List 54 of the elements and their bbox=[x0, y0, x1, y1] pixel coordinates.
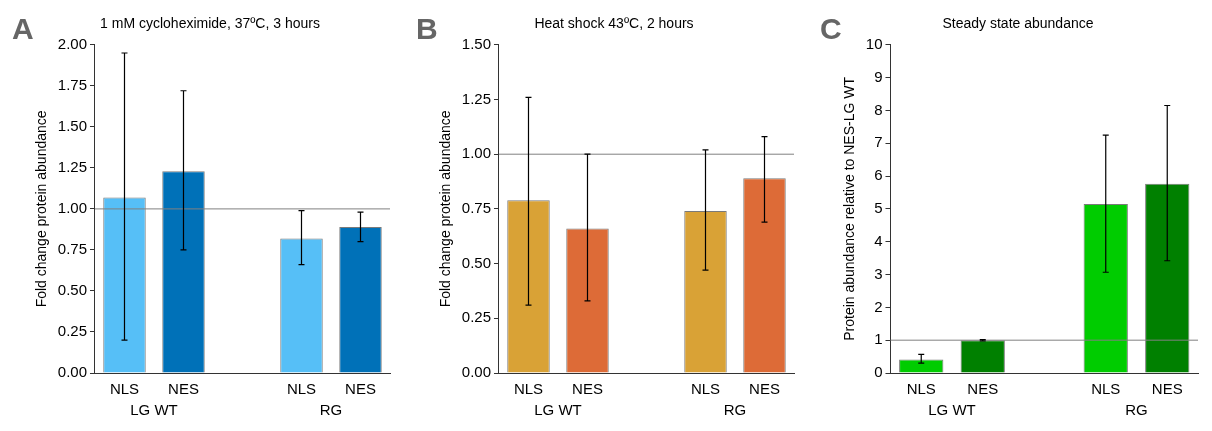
x-tick-label: NES bbox=[1151, 380, 1183, 398]
y-tick-label: 9 bbox=[874, 67, 883, 85]
text: LG WT bbox=[928, 400, 976, 418]
x-tick-label: NES bbox=[749, 380, 780, 398]
y-tick-label: 1.50 bbox=[57, 116, 87, 134]
y-tick-label: 1.25 bbox=[461, 89, 491, 107]
x-tick-label: NLS bbox=[109, 380, 140, 398]
y-tick-label: 1.00 bbox=[57, 199, 87, 217]
y-tick-label: 0.25 bbox=[57, 322, 87, 340]
y-axis-title: Fold change protein abundance bbox=[33, 110, 50, 308]
y-tick-label: 4 bbox=[874, 231, 883, 249]
text: RG bbox=[723, 400, 747, 418]
y-tick-label: 1.75 bbox=[57, 75, 87, 93]
text: RG bbox=[1125, 400, 1148, 418]
y-tick-label: 1.00 bbox=[461, 144, 491, 162]
x-tick-label: NES bbox=[168, 380, 199, 398]
x-tick-label: NLS bbox=[1091, 380, 1121, 398]
y-axis-title: Protein abundance relative to NES-LG WT bbox=[841, 76, 858, 341]
y-tick-label: 10 bbox=[865, 34, 883, 52]
y-axis-title: Fold change protein abundance bbox=[437, 110, 454, 308]
chart-title: 1 mM cycloheximide, 37ºC, 3 hours bbox=[100, 15, 320, 32]
text: LG WT bbox=[130, 400, 178, 418]
y-tick-label: 0.50 bbox=[57, 281, 87, 299]
y-tick-label: 0.00 bbox=[461, 363, 491, 381]
y-tick-label: 5 bbox=[874, 199, 883, 217]
x-tick-label: NES bbox=[345, 380, 376, 398]
y-tick-label: 0.75 bbox=[461, 199, 491, 217]
y-tick-label: 3 bbox=[874, 264, 883, 282]
text: C bbox=[820, 12, 842, 46]
y-tick-label: 0.50 bbox=[461, 253, 491, 271]
y-tick-label: 0.75 bbox=[57, 240, 87, 258]
x-tick-label: NES bbox=[967, 380, 999, 398]
text: RG bbox=[319, 400, 343, 418]
y-tick-label: 8 bbox=[874, 100, 883, 118]
x-tick-label: NLS bbox=[513, 380, 544, 398]
y-tick-label: 7 bbox=[874, 133, 883, 151]
x-tick-label: NES bbox=[572, 380, 603, 398]
y-tick-label: 1.25 bbox=[57, 158, 87, 176]
y-tick-label: 1.50 bbox=[461, 34, 491, 52]
x-tick-label: NLS bbox=[690, 380, 721, 398]
y-tick-label: 0.25 bbox=[461, 308, 491, 326]
chart-title: Heat shock 43ºC, 2 hours bbox=[534, 15, 694, 32]
text: LG WT bbox=[534, 400, 582, 418]
text: A bbox=[12, 12, 34, 46]
x-tick-label: NLS bbox=[906, 380, 936, 398]
y-tick-label: 0.00 bbox=[57, 363, 87, 381]
x-tick-label: NLS bbox=[286, 380, 317, 398]
y-tick-label: 2 bbox=[874, 297, 883, 315]
y-tick-label: 2.00 bbox=[57, 34, 87, 52]
y-tick-label: 0 bbox=[874, 363, 883, 381]
y-tick-label: 6 bbox=[874, 166, 883, 184]
y-tick-label: 1 bbox=[874, 330, 883, 348]
chart-title: Steady state abundance bbox=[942, 15, 1094, 32]
text: B bbox=[416, 12, 438, 46]
